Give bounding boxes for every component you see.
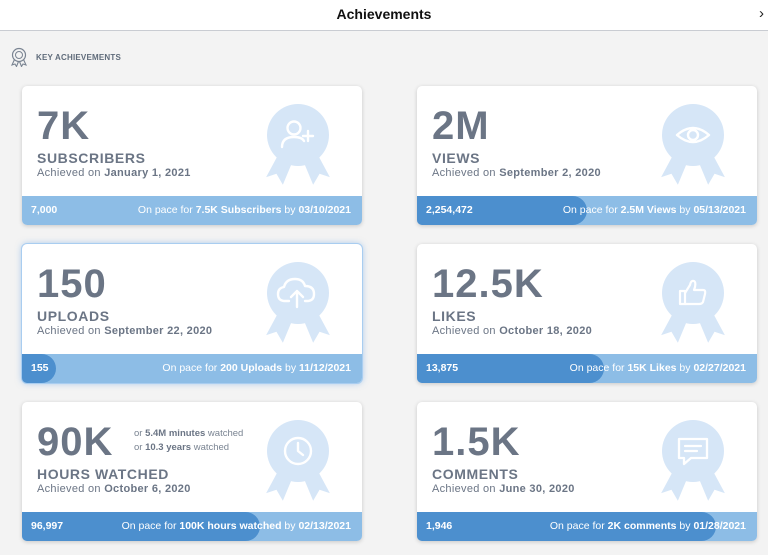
progress-fill (417, 196, 587, 225)
achieved-date: Achieved on October 18, 2020 (432, 325, 593, 337)
progress-fill (417, 512, 716, 541)
comment-icon (658, 419, 728, 504)
pace-text: On pace for 100K hours watched by 02/13/… (121, 520, 351, 532)
current-value: 155 (31, 362, 49, 374)
achievement-value: 7K (37, 104, 91, 148)
achieved-date: Achieved on September 22, 2020 (37, 325, 213, 337)
progress-fill (417, 354, 604, 383)
achievement-value: 1.5K (432, 420, 521, 464)
pace-text: On pace for 200 Uploads by 11/12/2021 (162, 362, 351, 374)
achievement-card-hours-watched[interactable]: 90K or 5.4M minutes watched or 10.3 year… (22, 402, 362, 541)
pace-text: On pace for 15K Likes by 02/27/2021 (569, 362, 746, 374)
current-value: 13,875 (426, 362, 459, 374)
progress-bar: 7,000 On pace for 7.5K Subscribers by 03… (22, 196, 362, 225)
current-value: 1,946 (426, 520, 453, 532)
achievement-metric: SUBSCRIBERS (37, 150, 146, 166)
progress-fill (22, 512, 260, 541)
achievement-value: 12.5K (432, 262, 544, 306)
achievement-value: 2M (432, 104, 490, 148)
clock-icon (263, 419, 333, 504)
achievement-card-subscribers[interactable]: 7K SUBSCRIBERS Achieved on January 1, 20… (22, 86, 362, 225)
eye-icon (658, 103, 728, 188)
progress-bar: 1,946 On pace for 2K comments by 01/28/2… (417, 512, 757, 541)
progress-fill (22, 354, 56, 383)
achievement-card-uploads[interactable]: 150 UPLOADS Achieved on September 22, 20… (22, 244, 362, 383)
achievement-value: 150 (37, 262, 107, 306)
pace-text: On pace for 2K comments by 01/28/2021 (549, 520, 746, 532)
current-value: 2,254,472 (426, 204, 473, 216)
achieved-date: Achieved on September 2, 2020 (432, 167, 601, 179)
achievement-card-views[interactable]: 2M VIEWS Achieved on September 2, 2020 2… (417, 86, 757, 225)
achieved-date: Achieved on January 1, 2021 (37, 167, 191, 179)
achievement-metric: HOURS WATCHED (37, 466, 169, 482)
achievement-metric: VIEWS (432, 150, 481, 166)
pace-text: On pace for 7.5K Subscribers by 03/10/20… (137, 204, 351, 216)
achievement-metric: LIKES (432, 308, 477, 324)
section-header: KEY ACHIEVEMENTS (10, 47, 121, 67)
close-icon[interactable]: › (759, 5, 764, 22)
window-titlebar: Achievements › (0, 0, 768, 31)
cloud-upload-icon (263, 261, 333, 346)
progress-bar: 2,254,472 On pace for 2.5M Views by 05/1… (417, 196, 757, 225)
progress-bar: 96,997 On pace for 100K hours watched by… (22, 512, 362, 541)
add-user-icon (263, 103, 333, 188)
progress-bar: 13,875 On pace for 15K Likes by 02/27/20… (417, 354, 757, 383)
achievement-metric: COMMENTS (432, 466, 519, 482)
achievement-card-likes[interactable]: 12.5K LIKES Achieved on October 18, 2020… (417, 244, 757, 383)
thumbs-up-icon (658, 261, 728, 346)
award-icon (10, 47, 28, 67)
current-value: 7,000 (31, 204, 58, 216)
current-value: 96,997 (31, 520, 64, 532)
equivalent-watch-time: or 5.4M minutes watched or 10.3 years wa… (134, 428, 244, 453)
progress-bar: 155 On pace for 200 Uploads by 11/12/202… (22, 354, 362, 383)
pace-text: On pace for 2.5M Views by 05/13/2021 (562, 204, 746, 216)
window-title: Achievements (336, 6, 432, 22)
achieved-date: Achieved on June 30, 2020 (432, 483, 575, 495)
section-label: KEY ACHIEVEMENTS (36, 52, 121, 62)
achievement-value: 90K (37, 420, 114, 464)
achievement-metric: UPLOADS (37, 308, 110, 324)
achievement-card-comments[interactable]: 1.5K COMMENTS Achieved on June 30, 2020 … (417, 402, 757, 541)
achieved-date: Achieved on October 6, 2020 (37, 483, 191, 495)
